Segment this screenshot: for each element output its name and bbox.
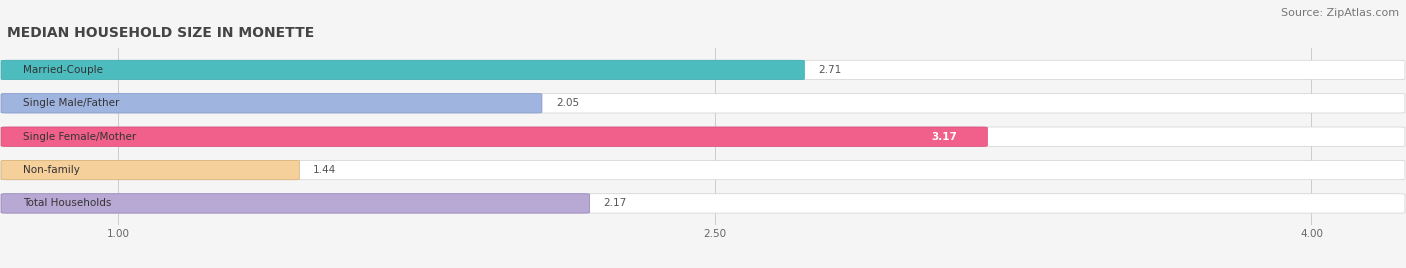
Text: 2.17: 2.17 [603,198,627,209]
FancyBboxPatch shape [1,160,299,180]
Text: 1.44: 1.44 [314,165,336,175]
FancyBboxPatch shape [1,60,1405,80]
Text: MEDIAN HOUSEHOLD SIZE IN MONETTE: MEDIAN HOUSEHOLD SIZE IN MONETTE [7,26,315,40]
Text: 2.05: 2.05 [555,98,579,108]
Text: Non-family: Non-family [22,165,80,175]
FancyBboxPatch shape [1,127,1405,146]
FancyBboxPatch shape [1,60,804,80]
Text: Total Households: Total Households [22,198,111,209]
FancyBboxPatch shape [1,94,541,113]
Text: Married-Couple: Married-Couple [22,65,103,75]
FancyBboxPatch shape [1,94,1405,113]
Text: 3.17: 3.17 [932,132,957,142]
FancyBboxPatch shape [1,127,987,146]
FancyBboxPatch shape [1,194,1405,213]
Text: Single Female/Mother: Single Female/Mother [22,132,136,142]
Text: Source: ZipAtlas.com: Source: ZipAtlas.com [1281,8,1399,18]
FancyBboxPatch shape [1,160,1405,180]
FancyBboxPatch shape [1,194,589,213]
Text: Single Male/Father: Single Male/Father [22,98,120,108]
Text: 2.71: 2.71 [818,65,842,75]
